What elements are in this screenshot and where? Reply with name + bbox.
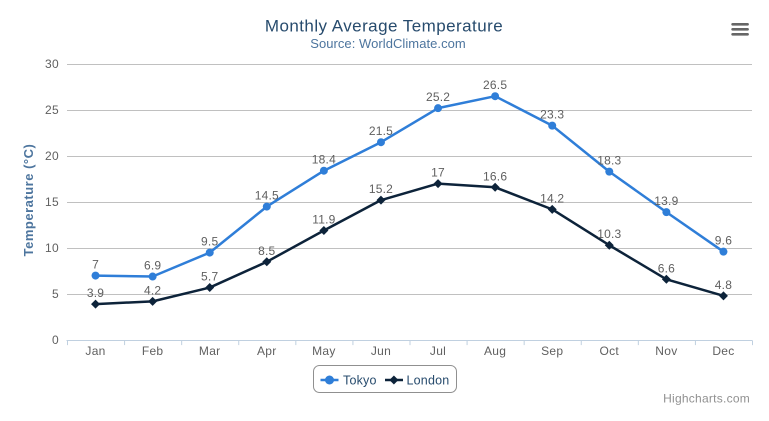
svg-text:8.5: 8.5 xyxy=(258,244,275,258)
svg-text:18.4: 18.4 xyxy=(312,153,336,167)
svg-text:16.6: 16.6 xyxy=(483,169,507,183)
svg-text:6.6: 6.6 xyxy=(658,261,675,275)
svg-text:10: 10 xyxy=(45,241,59,255)
svg-text:15.2: 15.2 xyxy=(369,182,393,196)
svg-text:May: May xyxy=(312,344,336,358)
svg-text:3.9: 3.9 xyxy=(87,286,104,300)
svg-text:14.5: 14.5 xyxy=(255,189,279,203)
svg-text:4.2: 4.2 xyxy=(144,283,161,297)
svg-text:5: 5 xyxy=(52,287,59,301)
svg-text:Dec: Dec xyxy=(712,344,734,358)
svg-text:18.3: 18.3 xyxy=(597,154,621,168)
svg-text:17: 17 xyxy=(431,166,445,180)
svg-text:11.9: 11.9 xyxy=(312,213,335,227)
svg-text:Tokyo: Tokyo xyxy=(343,374,377,388)
svg-text:5.7: 5.7 xyxy=(201,270,218,284)
svg-text:9.5: 9.5 xyxy=(201,235,218,249)
svg-text:9.6: 9.6 xyxy=(715,234,732,248)
svg-text:Sep: Sep xyxy=(541,344,563,358)
svg-text:Jan: Jan xyxy=(85,344,105,358)
svg-text:0: 0 xyxy=(52,333,59,347)
svg-text:Apr: Apr xyxy=(257,344,277,358)
svg-text:20: 20 xyxy=(45,149,59,163)
svg-text:6.9: 6.9 xyxy=(144,259,161,273)
svg-text:Aug: Aug xyxy=(484,344,506,358)
svg-text:Temperature (°C): Temperature (°C) xyxy=(21,144,36,257)
svg-text:15: 15 xyxy=(45,195,59,209)
svg-text:Mar: Mar xyxy=(199,344,221,358)
svg-text:Feb: Feb xyxy=(142,344,164,358)
svg-text:Jun: Jun xyxy=(371,344,391,358)
svg-text:14.2: 14.2 xyxy=(540,191,564,205)
svg-text:13.9: 13.9 xyxy=(654,194,678,208)
svg-text:23.3: 23.3 xyxy=(540,108,564,122)
svg-text:30: 30 xyxy=(45,57,59,71)
svg-text:4.8: 4.8 xyxy=(715,278,732,292)
svg-text:Monthly Average Temperature: Monthly Average Temperature xyxy=(265,17,503,36)
svg-text:25.2: 25.2 xyxy=(426,90,450,104)
svg-text:Highcharts.com: Highcharts.com xyxy=(663,392,750,406)
svg-text:Jul: Jul xyxy=(430,344,446,358)
svg-text:Source: WorldClimate.com: Source: WorldClimate.com xyxy=(310,36,466,51)
svg-text:7: 7 xyxy=(92,258,99,272)
svg-text:Oct: Oct xyxy=(600,344,620,358)
svg-text:Nov: Nov xyxy=(655,344,677,358)
svg-text:25: 25 xyxy=(45,103,59,117)
svg-text:London: London xyxy=(407,374,450,388)
svg-text:26.5: 26.5 xyxy=(483,78,507,92)
svg-text:21.5: 21.5 xyxy=(369,124,393,138)
svg-text:10.3: 10.3 xyxy=(597,227,621,241)
